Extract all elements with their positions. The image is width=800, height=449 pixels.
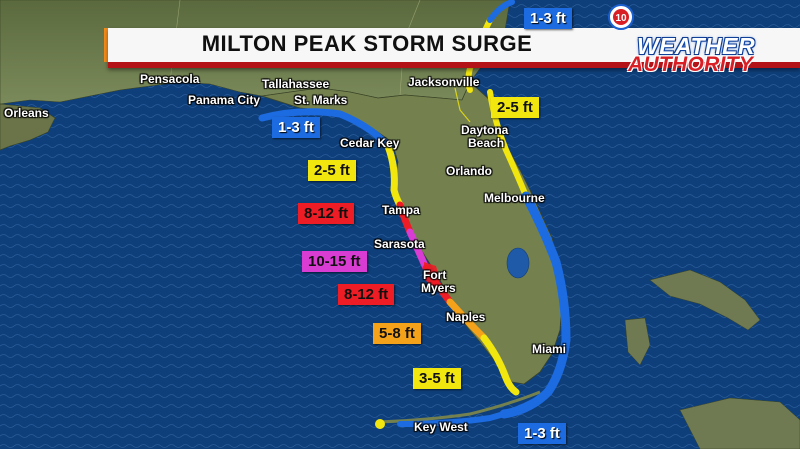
city-cedar-key: Cedar Key (340, 136, 400, 150)
city-myers: Myers (421, 281, 456, 295)
city-melbourne: Melbourne (484, 191, 545, 205)
channel-number: 10 (615, 13, 627, 24)
land-florida-keys (377, 390, 541, 424)
city-st-marks: St. Marks (294, 93, 348, 107)
fort-myers-red-area (424, 262, 440, 288)
surge-label-sarasota: 10-15 ft (302, 251, 367, 272)
city-panama-city: Panama City (188, 93, 261, 107)
surge-label-nature-coast: 2-5 ft (308, 160, 356, 181)
band-big-bend-blue (258, 108, 392, 150)
logo-weather: WEATHER (637, 33, 756, 59)
logo-authority: AUTHORITY (628, 53, 754, 76)
land-louisiana-coast (0, 103, 56, 151)
band-keys-blue (397, 395, 543, 427)
city-orlando: Orlando (446, 164, 493, 178)
city-jacksonville: Jacksonville (408, 75, 480, 89)
channel-logo-icon: 10 (608, 4, 634, 30)
surge-label-keys: 1-3 ft (518, 423, 566, 444)
lake-okeechobee (506, 247, 530, 279)
surge-label-ne-florida: 2-5 ft (491, 97, 539, 118)
band-naples-orange (446, 298, 488, 342)
city-tallahassee: Tallahassee (262, 77, 330, 91)
band-dry-tortugas-yellow (375, 419, 385, 429)
surge-bands (258, 0, 571, 429)
surge-label-naples: 5-8 ft (373, 323, 421, 344)
land-andros (624, 317, 651, 366)
surge-label-fort-myers: 8-12 ft (338, 284, 395, 305)
surge-label-big-bend: 1-3 ft (272, 117, 320, 138)
city-orleans: Orleans (4, 106, 49, 120)
surge-label-sw-florida: 3-5 ft (413, 368, 461, 389)
st-johns-river (454, 87, 471, 123)
surge-label-tampa-bay: 8-12 ft (298, 203, 355, 224)
banner-accent (104, 28, 110, 62)
city-sarasota: Sarasota (374, 237, 425, 251)
page-title: MILTON PEAK STORM SURGE (201, 31, 533, 56)
band-ga-north-blue (487, 0, 515, 23)
land-cuba (679, 397, 800, 449)
city-pensacola: Pensacola (140, 72, 200, 86)
city-daytona-beach: Beach (468, 136, 505, 150)
city-daytona: Daytona (461, 123, 509, 137)
city-tampa: Tampa (382, 203, 420, 217)
band-nature-coast-yellow (384, 142, 404, 209)
city-fort: Fort (423, 268, 447, 282)
surge-label-ne-georgia: 1-3 ft (524, 8, 572, 29)
land-bahamas (649, 269, 761, 331)
city-naples: Naples (446, 310, 486, 324)
city-miami: Miami (532, 342, 567, 356)
title-banner (108, 28, 800, 68)
band-sw-fl-yellow (480, 334, 520, 396)
city-key-west: Key West (414, 420, 468, 434)
